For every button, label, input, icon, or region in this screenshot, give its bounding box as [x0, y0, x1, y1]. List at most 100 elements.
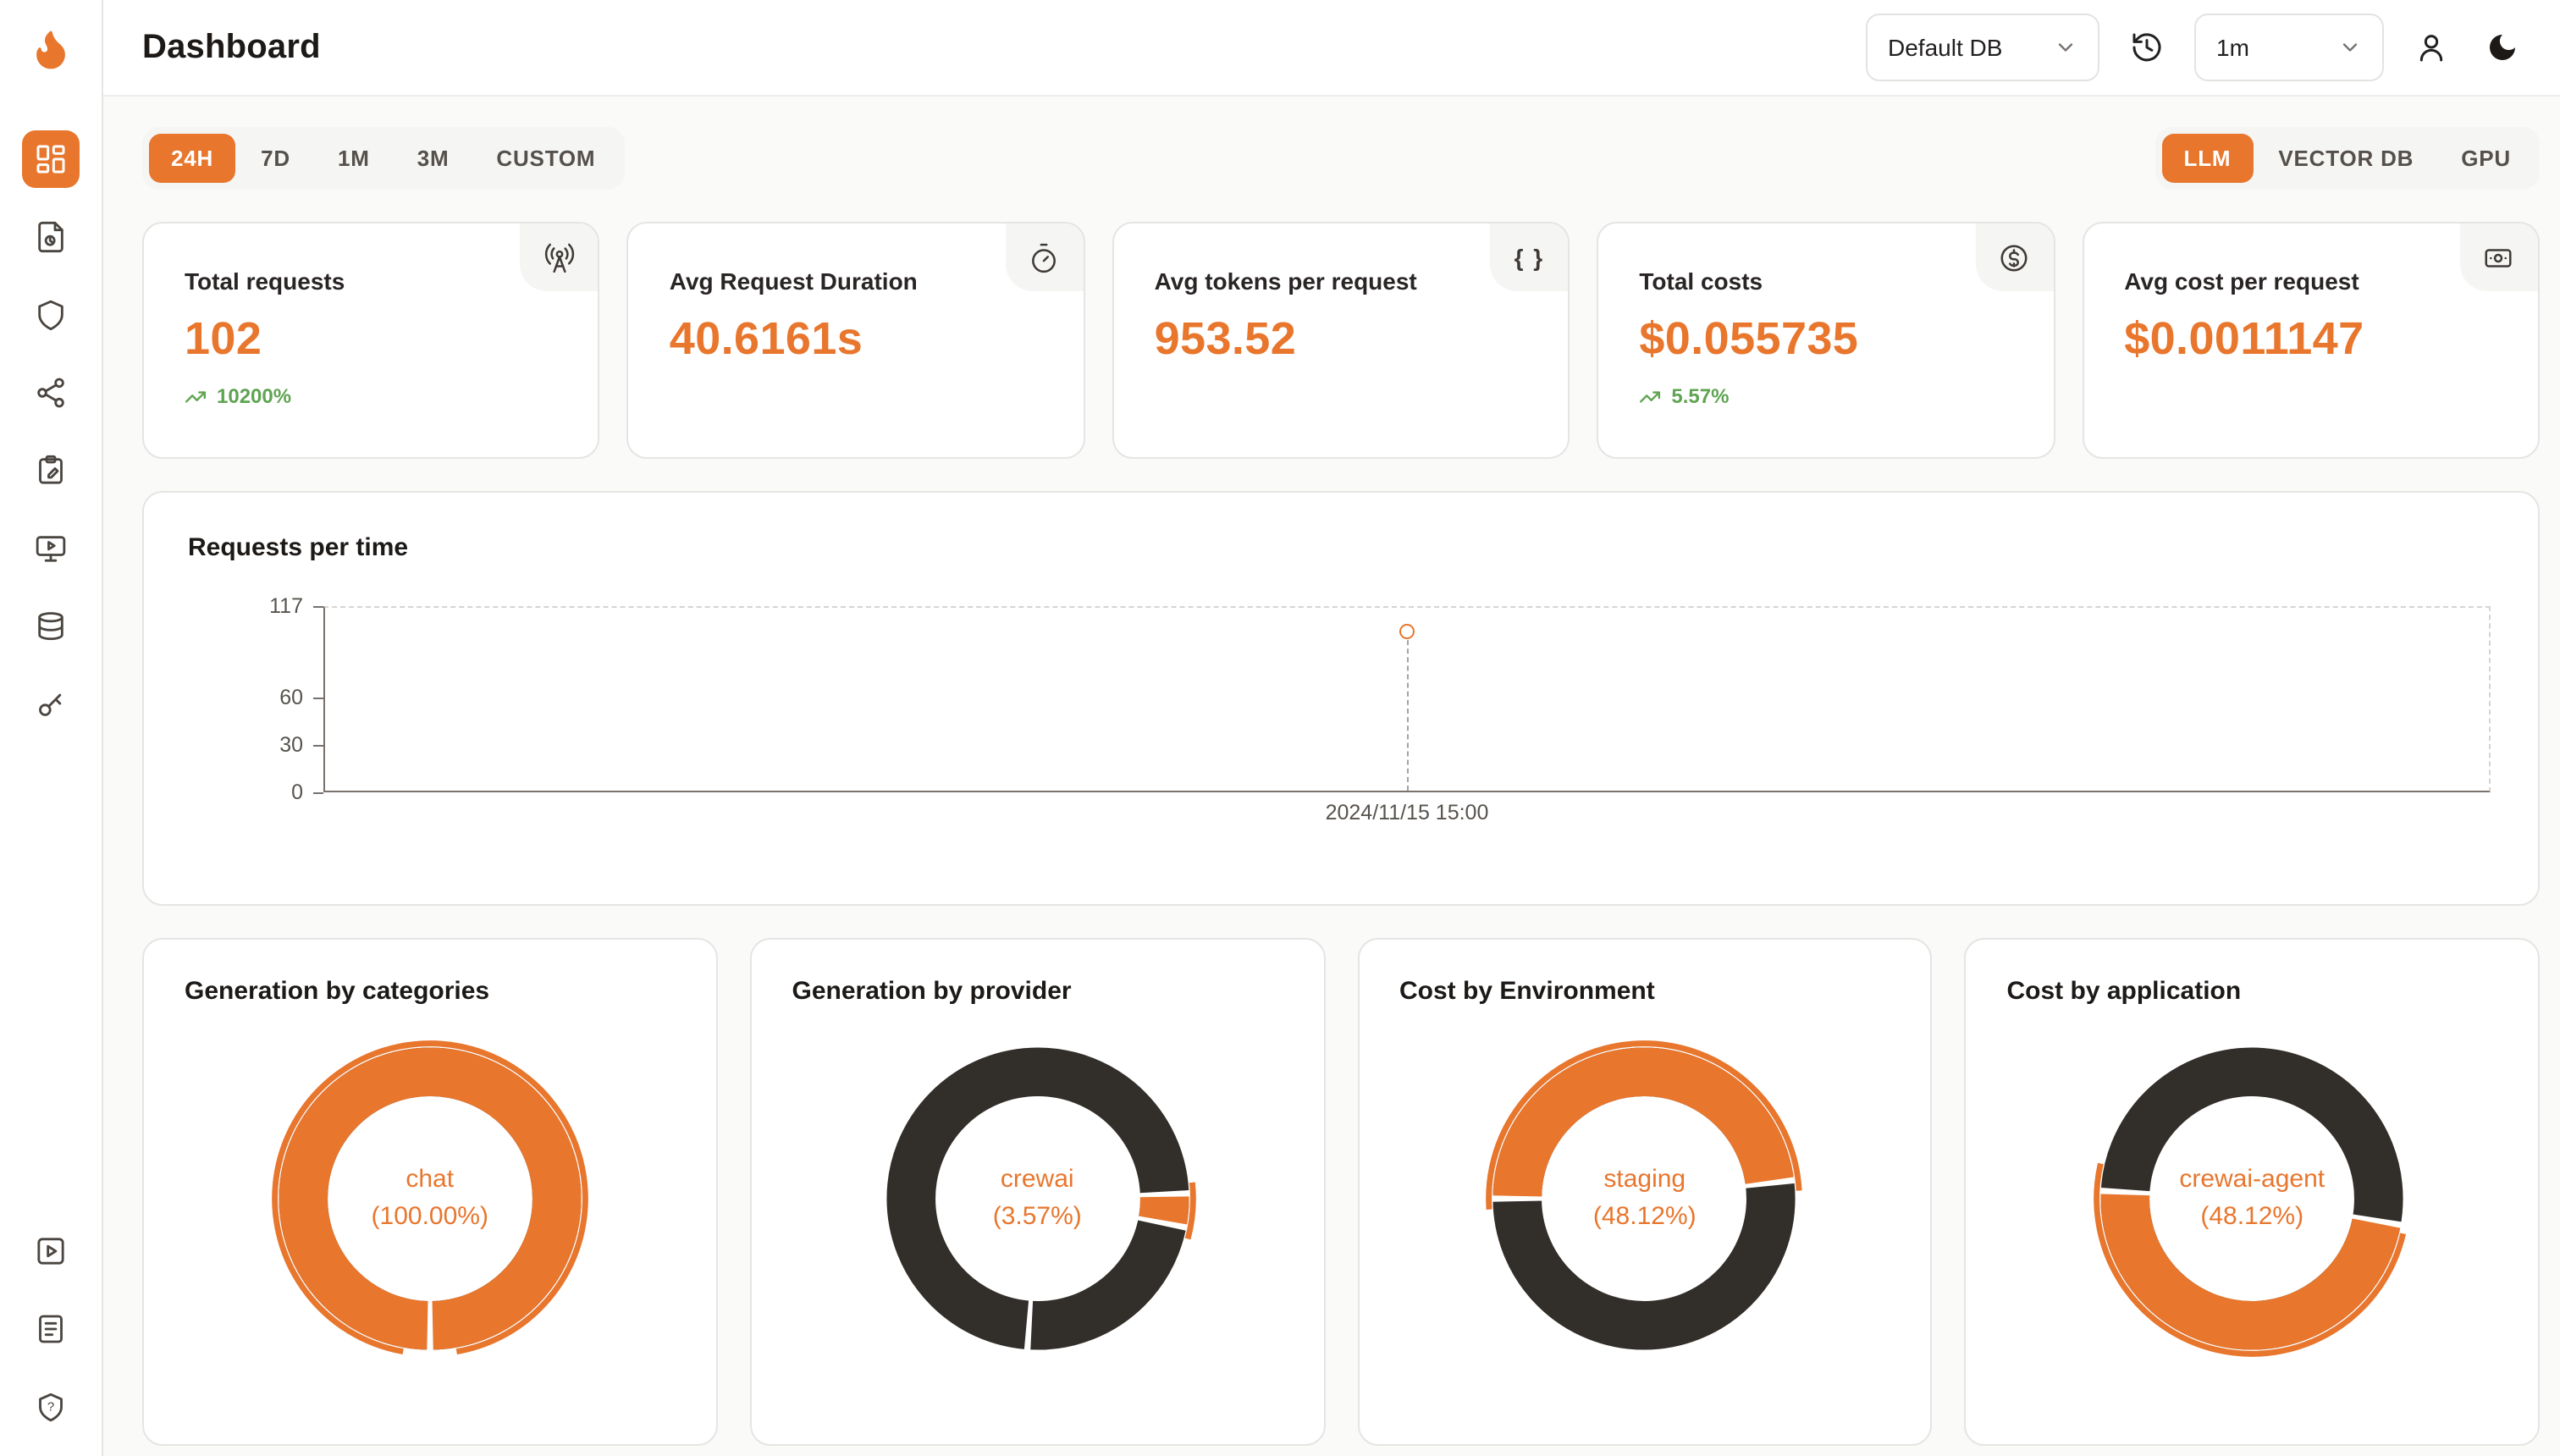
sidebar-item-documentation[interactable]: [22, 1300, 80, 1358]
braces-icon: { }: [1514, 244, 1545, 271]
donut-card-cost-by-environment: Cost by Environment staging (48.12%): [1357, 938, 1933, 1446]
trending-up-icon: [185, 390, 207, 402]
y-tick-mark: [313, 697, 323, 699]
stat-card-avg-tokens: { } Avg tokens per request 953.52: [1112, 222, 1570, 459]
sidebar-item-prompt-hub[interactable]: [22, 364, 80, 422]
stat-label: Avg cost per request: [2124, 267, 2359, 295]
y-tick-label: 117: [269, 594, 303, 618]
donut-card-generation-by-provider: Generation by provider crewai (3.57%): [749, 938, 1325, 1446]
donut-cards: Generation by categories chat (100.00%) …: [142, 938, 2540, 1446]
sidebar-item-support[interactable]: ?: [22, 1378, 80, 1436]
data-point: [1399, 624, 1415, 640]
donut-title: Generation by categories: [185, 977, 490, 1006]
donut-center-label: crewai-agent (48.12%): [2179, 1164, 2326, 1231]
stat-cards: Total requests 102 10200% Avg Request Du…: [142, 222, 2540, 459]
shield-icon: [38, 300, 63, 331]
monitor-play-icon: [36, 536, 66, 562]
user-icon: [2419, 35, 2443, 62]
y-tick-mark: [313, 744, 323, 747]
sidebar-item-playground[interactable]: [22, 520, 80, 577]
time-range-tabs: 24H 7D 1M 3M CUSTOM: [142, 127, 625, 190]
database-select[interactable]: Default DB: [1866, 14, 2099, 81]
sidebar-item-requests[interactable]: [22, 208, 80, 266]
document-lines-icon: [39, 1315, 63, 1343]
stat-card-total-costs: Total costs $0.055735 5.57%: [1597, 222, 2055, 459]
sidebar-nav: [22, 130, 80, 733]
donut-chart: staging (48.12%): [1482, 1036, 1807, 1361]
stat-value: 953.52: [1154, 313, 1297, 364]
donut-title: Cost by Environment: [1399, 977, 1655, 1006]
network-icon: [37, 378, 64, 408]
header: Dashboard Default DB 1m: [102, 0, 2560, 97]
sidebar-item-databases[interactable]: [22, 598, 80, 655]
stat-value: $0.055735: [1639, 313, 1859, 364]
donut-chart: chat (100.00%): [268, 1036, 593, 1361]
tab-3m[interactable]: 3M: [395, 134, 472, 183]
tab-gpu[interactable]: GPU: [2439, 134, 2533, 183]
y-tick-mark: [313, 606, 323, 608]
sidebar-item-getting-started[interactable]: [22, 1222, 80, 1280]
stat-label: Avg tokens per request: [1154, 267, 1417, 295]
stat-label: Total requests: [185, 267, 345, 295]
refresh-history-button[interactable]: [2123, 24, 2171, 71]
theme-toggle-button[interactable]: [2479, 24, 2526, 71]
requests-chart-card: Requests per time 2024/11/15 15:00 0 30 60…: [142, 491, 2540, 906]
square-play-icon: [37, 1238, 64, 1265]
stat-delta: 5.57%: [1639, 384, 2012, 408]
donut-title: Cost by application: [2006, 977, 2242, 1006]
y-tick-mark: [313, 792, 323, 794]
donut-svg: [1486, 1040, 1803, 1357]
stat-icon-badge: [520, 223, 599, 291]
stat-card-total-requests: Total requests 102 10200%: [142, 222, 600, 459]
donut-card-cost-by-application: Cost by application crewai-agent (48.12%…: [1964, 938, 2540, 1446]
sidebar-item-evaluations[interactable]: [22, 442, 80, 499]
stat-label: Avg Request Duration: [669, 267, 918, 295]
stat-delta: 10200%: [185, 384, 558, 408]
tab-7d[interactable]: 7D: [239, 134, 312, 183]
stat-icon-badge: [1975, 223, 2054, 291]
banknote-icon: [2486, 248, 2513, 267]
tab-24h[interactable]: 24H: [149, 134, 236, 183]
history-icon: [2132, 33, 2161, 62]
sidebar-item-exceptions[interactable]: [22, 286, 80, 344]
dashboard-grid-icon: [36, 145, 65, 174]
donut-card-generation-by-categories: Generation by categories chat (100.00%): [142, 938, 718, 1446]
database-select-value: Default DB: [1888, 34, 2003, 61]
database-icon: [38, 612, 63, 641]
donut-center-label: chat (100.00%): [371, 1164, 488, 1231]
refresh-interval-select[interactable]: 1m: [2194, 14, 2384, 81]
sidebar-bottom-nav: ?: [22, 1222, 80, 1436]
stat-icon-badge: [2459, 223, 2538, 291]
stat-icon-badge: { }: [1490, 223, 1569, 291]
donut-chart: crewai-agent (48.12%): [2089, 1036, 2414, 1361]
app-logo[interactable]: [29, 0, 73, 97]
plot-area: [323, 606, 2491, 792]
page-title: Dashboard: [142, 28, 321, 65]
flame-icon: [36, 30, 65, 69]
chart-title: Requests per time: [188, 533, 409, 562]
stat-value: $0.0011147: [2124, 313, 2364, 364]
svg-text:?: ?: [47, 1400, 54, 1415]
y-tick-label: 0: [291, 780, 303, 804]
donut-title: Generation by provider: [792, 977, 1072, 1006]
sidebar-item-dashboard[interactable]: [22, 130, 80, 188]
profile-button[interactable]: [2408, 24, 2455, 71]
toolbar: 24H 7D 1M 3M CUSTOM LLM VECTOR DB GPU: [142, 127, 2540, 190]
stat-label: Total costs: [1639, 267, 1763, 295]
chevron-down-icon: [2342, 43, 2358, 52]
tab-vector-db[interactable]: VECTOR DB: [2256, 134, 2436, 183]
radio-tower-icon: [544, 242, 574, 273]
stat-delta-value: 5.57%: [1671, 384, 1730, 408]
stat-value: 102: [185, 313, 262, 364]
sidebar-item-api-keys[interactable]: [22, 676, 80, 733]
tab-custom[interactable]: CUSTOM: [474, 134, 617, 183]
tab-1m[interactable]: 1M: [316, 134, 392, 183]
header-controls: Default DB 1m: [1866, 14, 2526, 81]
tab-llm[interactable]: LLM: [2161, 134, 2254, 183]
axis-pointer-line: [1407, 631, 1409, 791]
y-tick-label: 30: [279, 732, 303, 757]
stat-value: 40.6161s: [669, 313, 863, 364]
refresh-interval-value: 1m: [2216, 34, 2249, 61]
donut-chart: crewai (3.57%): [874, 1036, 1200, 1361]
key-icon: [39, 693, 62, 716]
